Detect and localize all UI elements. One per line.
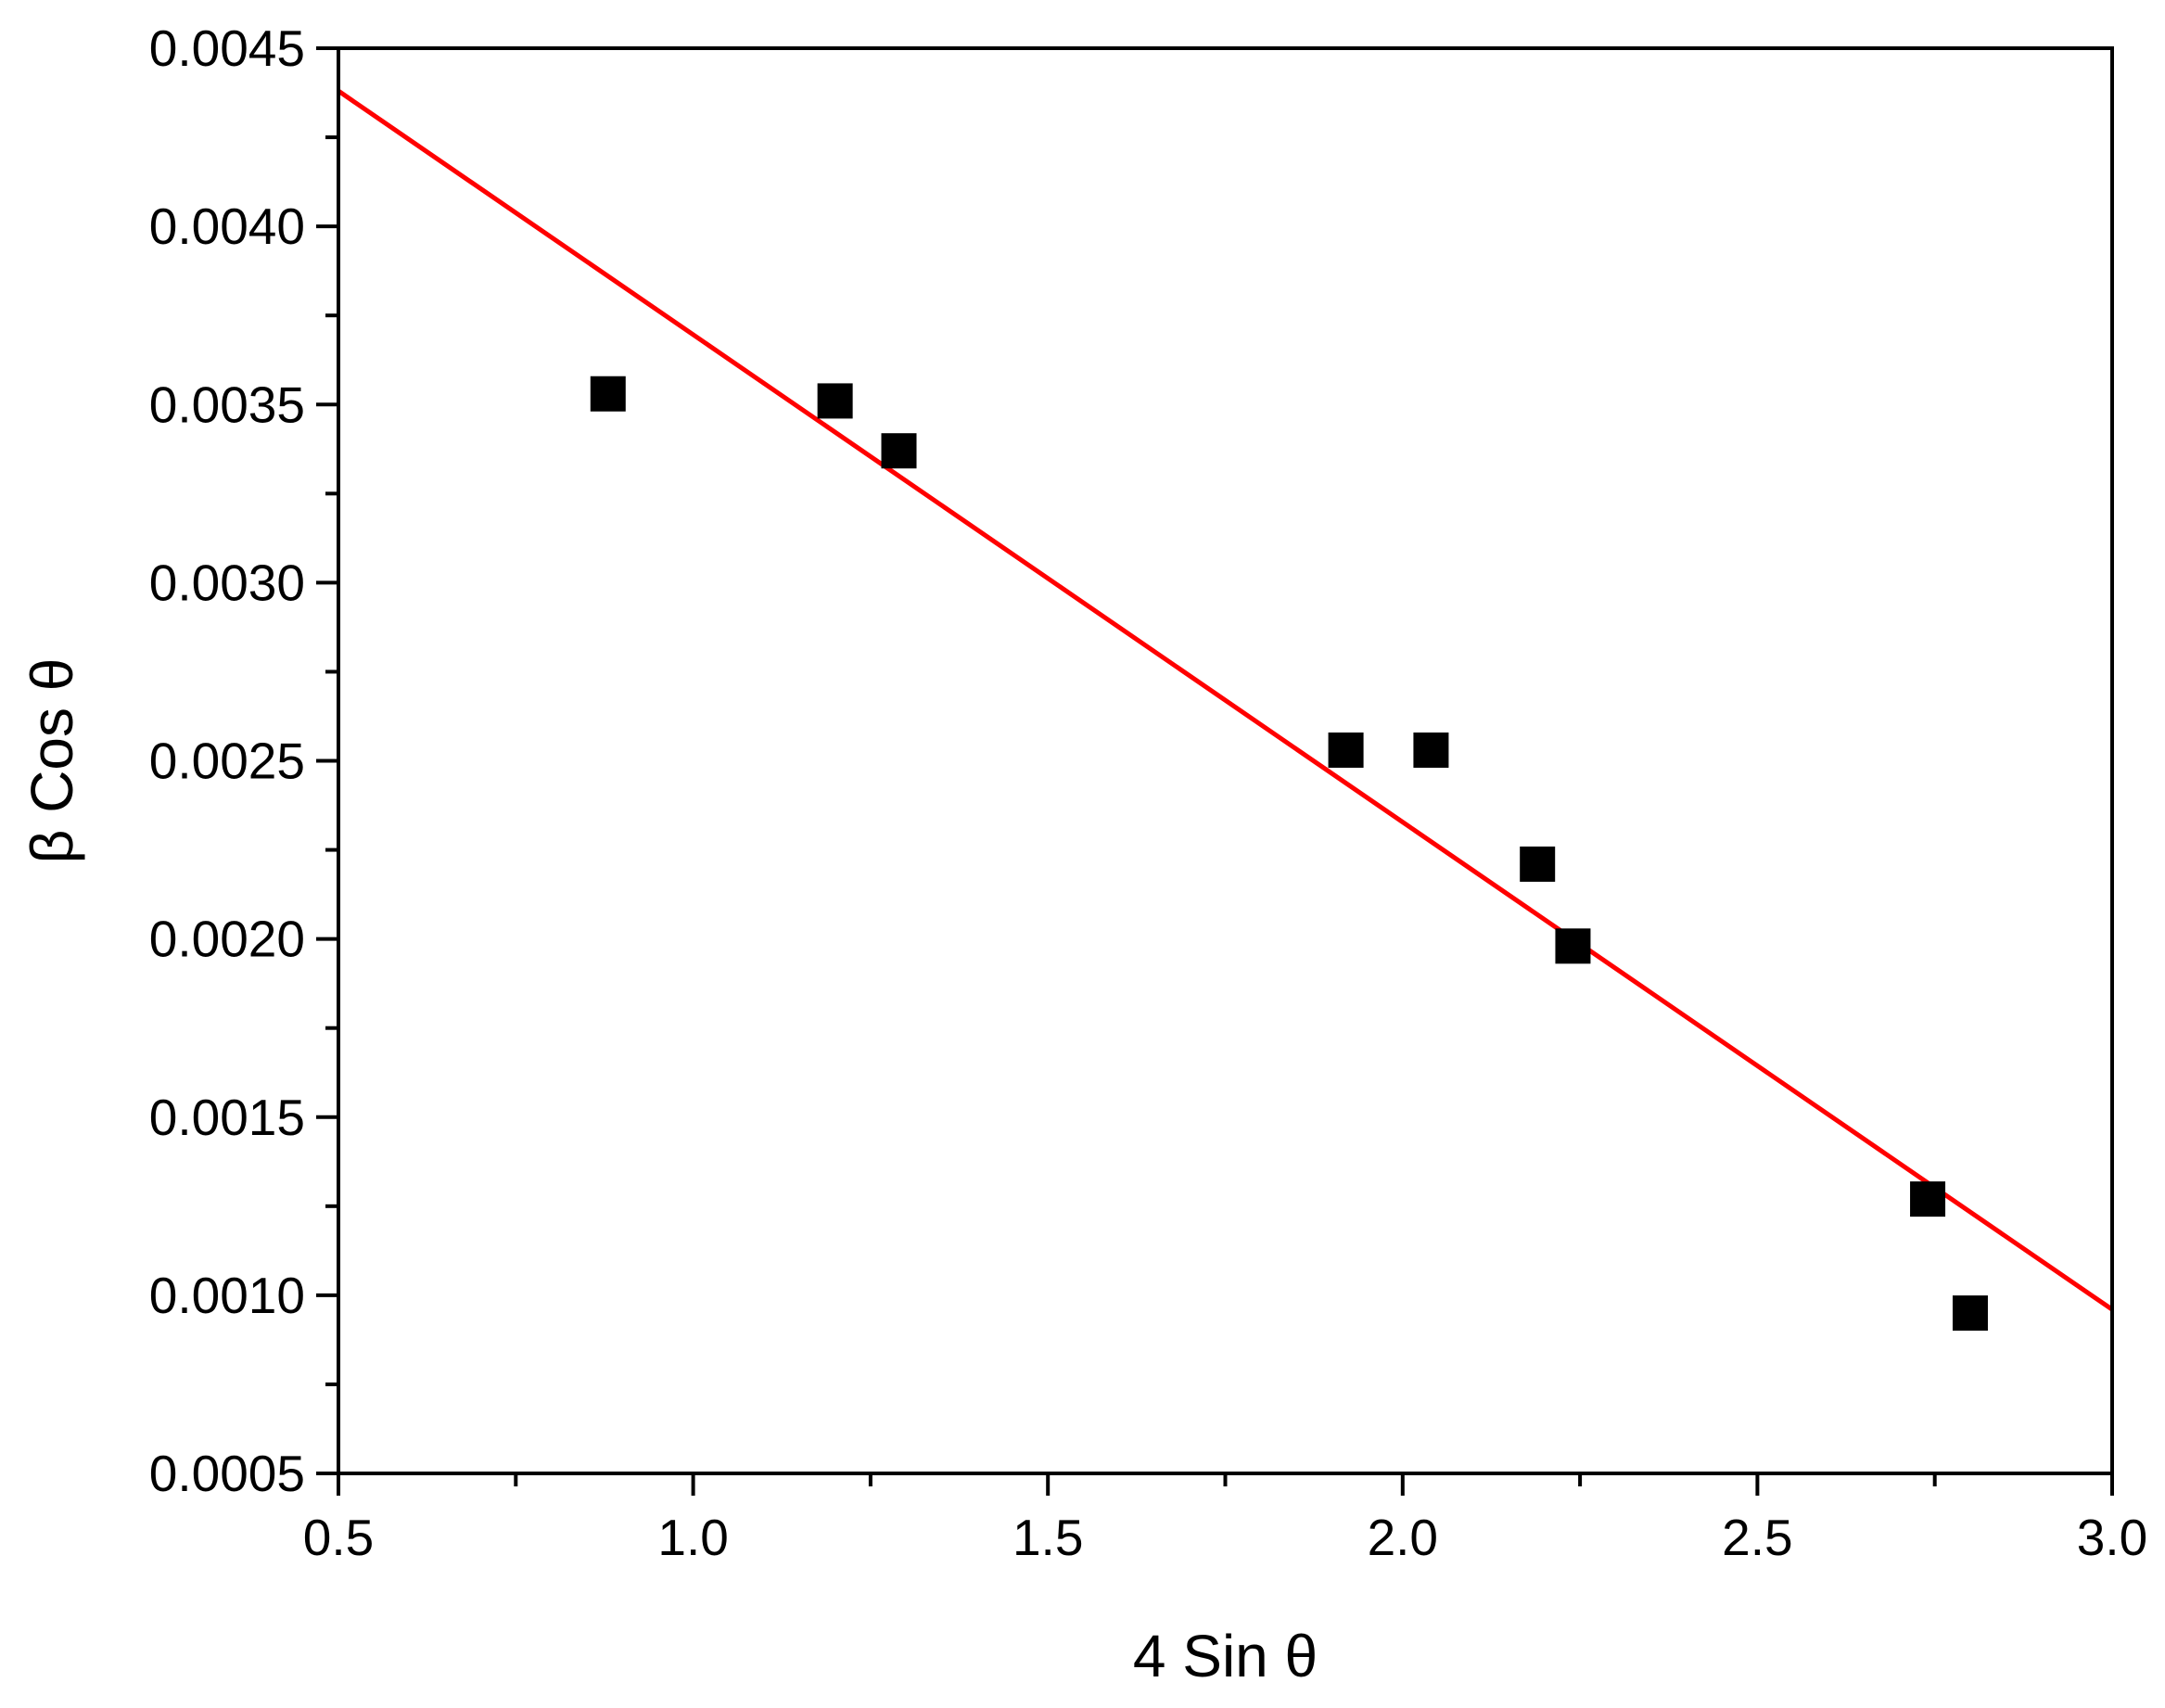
y-tick-label: 0.0010 [149, 1267, 305, 1324]
data-points [590, 376, 1988, 1332]
x-tick-label: 1.5 [1012, 1509, 1083, 1566]
y-tick-label: 0.0005 [149, 1445, 305, 1502]
data-point [1413, 732, 1449, 768]
data-point [1952, 1295, 1988, 1332]
data-point [1910, 1181, 1946, 1217]
x-tick-label: 3.0 [2077, 1509, 2147, 1566]
y-axis-title: β Cos θ [19, 658, 85, 864]
plot-frame [337, 46, 2114, 1475]
y-tick-label: 0.0020 [149, 911, 305, 968]
x-axis-title: 4 Sin θ [1133, 1623, 1318, 1689]
y-tick-label: 0.0030 [149, 554, 305, 611]
data-point [1328, 732, 1364, 768]
x-tick-label: 2.5 [1722, 1509, 1792, 1566]
fit-line-layer [337, 89, 2114, 1312]
data-point [590, 376, 626, 412]
data-point [1555, 928, 1591, 964]
axis-ticks [316, 46, 2114, 1496]
data-point [881, 433, 917, 469]
y-tick-label: 0.0015 [149, 1089, 305, 1146]
y-tick-label: 0.0045 [149, 19, 305, 77]
y-tick-label: 0.0035 [149, 376, 305, 433]
axis-tick-labels: 0.5 1.0 1.5 2.0 2.5 3.0 0.0005 0.0010 0.0015 0.00… [149, 19, 2147, 1566]
fit-line [337, 89, 2114, 1312]
x-tick-label: 0.5 [303, 1509, 374, 1566]
data-point [817, 383, 853, 419]
y-tick-label: 0.0040 [149, 198, 305, 255]
x-tick-label: 1.0 [657, 1509, 728, 1566]
x-tick-label: 2.0 [1368, 1509, 1438, 1566]
data-point [1520, 846, 1556, 882]
y-tick-label: 0.0025 [149, 733, 305, 790]
